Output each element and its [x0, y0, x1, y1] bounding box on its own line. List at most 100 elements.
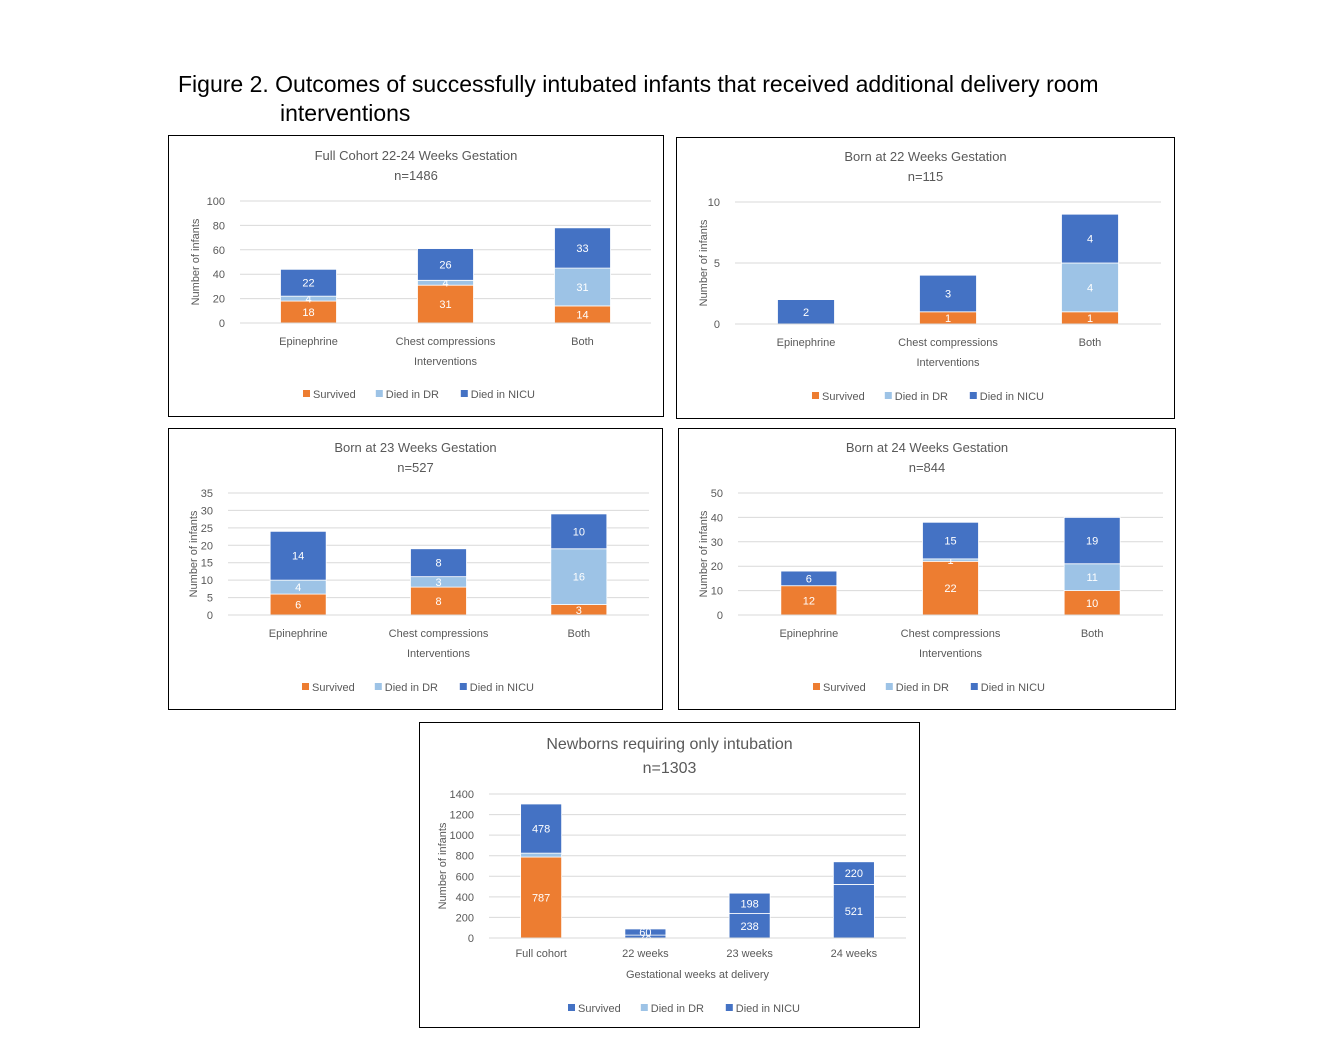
bar-segment [520, 852, 563, 858]
bar-segment [922, 521, 979, 560]
y-tick-label: 1400 [450, 789, 474, 801]
legend-label: Survived [312, 682, 355, 694]
legend-label: Survived [578, 1003, 621, 1015]
data-label: 4 [305, 294, 311, 306]
data-label: 3 [435, 577, 441, 589]
y-tick-label: 40 [213, 269, 225, 281]
data-label: 2 [803, 307, 809, 319]
data-label: 22 [944, 583, 956, 595]
legend-swatch [640, 1004, 648, 1011]
x-tick-label: Both [1081, 628, 1104, 640]
bar-segment [624, 928, 667, 936]
legend-swatch [568, 1004, 575, 1011]
y-tick-label: 0 [468, 933, 474, 945]
y-tick-label: 1000 [450, 830, 474, 842]
data-label: 6 [806, 573, 812, 585]
legend-swatch [725, 1004, 733, 1011]
legend-swatch [303, 390, 310, 397]
chart-title: Born at 23 Weeks Gestation [334, 440, 496, 455]
data-label: 6 [295, 600, 301, 612]
data-label: 11 [1086, 572, 1097, 584]
bar-segment [554, 267, 611, 307]
figure-title: Figure 2. Outcomes of successfully intub… [178, 70, 1178, 128]
x-tick-label: Chest compressions [389, 628, 489, 640]
bar-segment [520, 803, 563, 854]
chart-title: Full Cohort 22-24 Weeks Gestation [315, 148, 518, 163]
bar-segment [728, 892, 771, 914]
data-label: 220 [845, 868, 863, 880]
data-label: 12 [803, 595, 815, 607]
x-tick-label: Both [1079, 337, 1102, 349]
chart-subtitle: n=115 [908, 169, 944, 184]
y-tick-label: 5 [714, 258, 720, 270]
data-label: 478 [532, 824, 550, 836]
x-tick-label: Chest compressions [898, 337, 998, 349]
chart-panel-full-cohort: Full Cohort 22-24 Weeks Gestation n=1486 0… [168, 135, 664, 417]
x-tick-label: 22 weeks [622, 948, 669, 960]
y-axis-label: Number of infants [698, 219, 710, 306]
y-tick-label: 400 [456, 892, 474, 904]
x-tick-label: 23 weeks [726, 948, 773, 960]
y-tick-label: 10 [711, 586, 723, 598]
chart-panel-intubation-only: Newborns requiring only intubation n=1303… [419, 722, 920, 1028]
y-tick-label: 10 [201, 575, 213, 587]
y-tick-label: 30 [711, 537, 723, 549]
bar-segment [780, 570, 838, 587]
data-label: 15 [944, 536, 956, 548]
chart-subtitle: n=1486 [394, 168, 438, 183]
bar-segment [520, 856, 563, 939]
legend-swatch [884, 392, 892, 399]
data-label: 4 [295, 582, 301, 594]
bar-segment [1063, 590, 1121, 616]
y-tick-label: 600 [456, 871, 474, 883]
chart-full-cohort-svg: Full Cohort 22-24 Weeks Gestation n=1486 0… [190, 148, 651, 401]
x-tick-label: Epinephrine [279, 336, 338, 348]
data-label: 238 [740, 921, 758, 933]
figure-title-line-1: Figure 2. Outcomes of successfully intub… [178, 71, 1099, 97]
data-label: 14 [576, 309, 588, 321]
bar-segment [417, 284, 474, 324]
x-tick-label: Chest compressions [901, 628, 1001, 640]
data-label: 8 [435, 596, 441, 608]
legend-label: Survived [313, 389, 356, 401]
x-axis-label: Interventions [919, 648, 982, 660]
bar-segment [780, 585, 838, 616]
bar-segment [417, 248, 474, 281]
bar-segment [832, 861, 875, 885]
data-label: 14 [292, 551, 304, 563]
chart-subtitle: n=1303 [643, 760, 697, 777]
chart-subtitle: n=527 [397, 460, 434, 475]
x-tick-label: 24 weeks [831, 948, 878, 960]
y-tick-label: 20 [213, 294, 225, 306]
y-tick-label: 100 [207, 196, 225, 208]
legend-label: Died in NICU [736, 1003, 800, 1015]
data-label: 198 [740, 898, 758, 910]
legend-swatch [885, 683, 893, 690]
legend-swatch [970, 683, 978, 690]
data-label: 26 [439, 259, 451, 271]
data-label: 18 [302, 307, 314, 319]
y-axis-label: Number of infants [188, 510, 200, 597]
data-label: 8 [435, 558, 441, 570]
y-tick-label: 35 [201, 488, 213, 500]
legend-swatch [460, 390, 468, 397]
legend-swatch [459, 683, 467, 690]
chart-title: Born at 24 Weeks Gestation [846, 440, 1008, 455]
y-axis-label: Number of infants [437, 822, 449, 909]
chart-22-weeks-svg: Born at 22 Weeks Gestation n=115 0 5 10 Numbe… [698, 149, 1161, 403]
x-tick-label: Both [568, 628, 591, 640]
x-tick-label: Epinephrine [777, 337, 836, 349]
bar-segment [410, 586, 467, 616]
x-tick-label: Epinephrine [779, 628, 838, 640]
x-axis-label: Interventions [917, 357, 980, 369]
chart-title: Newborns requiring only intubation [546, 736, 792, 753]
legend-swatch [812, 392, 819, 399]
y-tick-label: 20 [201, 540, 213, 552]
chart-title: Born at 22 Weeks Gestation [844, 149, 1006, 164]
legend-swatch [375, 390, 383, 397]
legend-label: Died in DR [895, 391, 948, 403]
data-label: 4 [1087, 234, 1093, 246]
bar-segment [269, 530, 327, 581]
y-tick-label: 80 [213, 220, 225, 232]
y-tick-label: 60 [213, 245, 225, 257]
